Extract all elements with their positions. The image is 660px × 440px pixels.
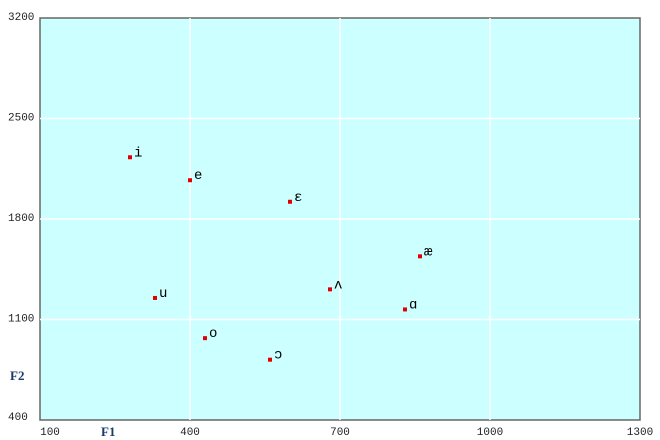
- point: [403, 307, 407, 312]
- point: [153, 295, 157, 300]
- point-label: ɔ: [274, 348, 282, 364]
- point-label: u: [159, 286, 167, 302]
- point: [203, 336, 207, 341]
- point-label: o: [209, 326, 217, 342]
- point-label: æ: [424, 244, 433, 260]
- x-tick-label: 400: [180, 427, 200, 439]
- y-tick-label: 1800: [8, 213, 34, 225]
- x-tick-label: 700: [330, 427, 350, 439]
- point: [418, 254, 422, 259]
- x-tick-label: 1000: [477, 427, 503, 439]
- point-label: e: [194, 168, 202, 184]
- point: [268, 357, 272, 362]
- x-axis-title: F1: [101, 424, 115, 439]
- point-label: i: [134, 145, 142, 161]
- point: [128, 155, 132, 160]
- y-axis-title: F2: [10, 368, 24, 383]
- point: [288, 199, 292, 204]
- y-tick-label: 400: [8, 412, 28, 424]
- point-label: ɑ: [409, 297, 417, 313]
- x-tick-label: 1300: [627, 427, 653, 439]
- point-label: ɛ: [294, 190, 302, 206]
- y-tick-label: 3200: [8, 12, 34, 24]
- point: [188, 178, 192, 183]
- y-tick-label: 2500: [8, 113, 34, 125]
- x-tick-label: 100: [40, 427, 60, 439]
- y-tick-label: 1100: [8, 314, 34, 326]
- point-label: ʌ: [334, 277, 342, 293]
- point: [328, 287, 332, 292]
